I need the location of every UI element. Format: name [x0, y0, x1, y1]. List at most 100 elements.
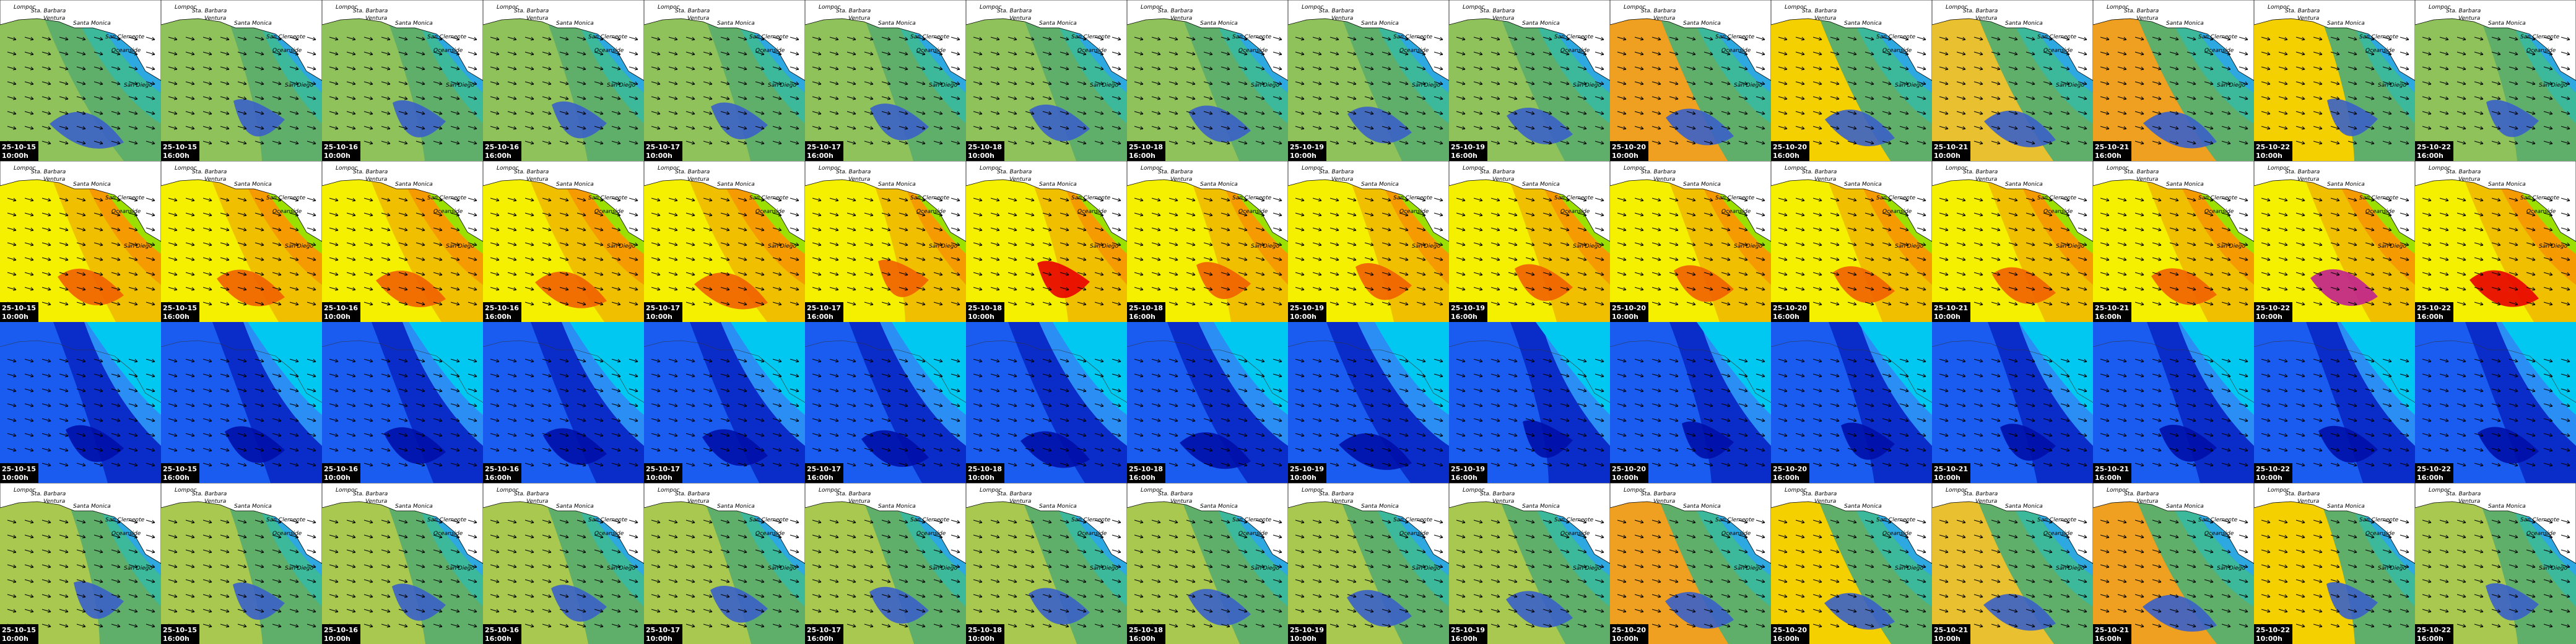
land — [2415, 161, 2576, 242]
place-name: San Diego — [1895, 565, 1923, 572]
place-name: San Clemente — [266, 195, 306, 201]
place-name: Oceanside — [1560, 48, 1590, 54]
time-label-bg — [483, 302, 521, 322]
place-name: Sta. Barbara — [1480, 491, 1515, 497]
place-name: Sta. Barbara — [836, 491, 871, 497]
land — [966, 161, 1127, 242]
date-label: 25-10-20 — [1773, 465, 1807, 473]
coastline — [966, 340, 1127, 403]
place-name: San Diego — [768, 565, 796, 572]
place-name: Lompoc — [1946, 165, 1968, 172]
place-name: Sta. Barbara — [1641, 8, 1676, 14]
time-label-bg — [1449, 463, 1487, 483]
coastline — [805, 340, 966, 403]
place-name: Santa Monica — [1361, 20, 1399, 27]
place-name: Sta. Barbara — [353, 8, 388, 14]
date-label: 25-10-17 — [646, 143, 680, 151]
place-name: Oceanside — [755, 531, 785, 537]
time-label: 10:00h — [2, 313, 28, 321]
place-name: San Diego — [1895, 82, 1923, 89]
date-label: 25-10-20 — [1612, 626, 1646, 634]
land — [2415, 483, 2576, 564]
time-label-bg — [1288, 624, 1326, 644]
time-label-bg — [2254, 302, 2292, 322]
place-name: Sta. Barbara — [675, 8, 710, 14]
coastline — [1610, 340, 1771, 403]
time-label: 10:00h — [1612, 313, 1638, 321]
place-name: San Clemente — [105, 517, 145, 523]
place-name: Santa Monica — [878, 20, 916, 27]
place-name: Sta. Barbara — [1641, 491, 1676, 497]
time-label: 16:00h — [807, 152, 833, 160]
time-label: 16:00h — [485, 635, 511, 643]
time-label: 16:00h — [2095, 635, 2121, 643]
place-name: Lompoc — [1463, 487, 1485, 494]
place-name: Lompoc — [175, 487, 197, 494]
band — [870, 103, 929, 141]
time-label: 16:00h — [2417, 474, 2443, 482]
place-name: San Diego — [446, 243, 474, 250]
place-name: Ventura — [1492, 176, 1514, 183]
place-name: San Clemente — [1071, 517, 1111, 523]
date-label: 25-10-21 — [2095, 143, 2129, 151]
date-label: 25-10-19 — [1290, 626, 1324, 634]
date-label: 25-10-16 — [485, 304, 519, 312]
time-label: 10:00h — [2256, 635, 2282, 643]
place-name: Sta. Barbara — [1963, 169, 1998, 175]
place-name: San Clemente — [427, 517, 467, 523]
band — [2341, 322, 2415, 415]
band — [2159, 425, 2217, 462]
place-name: Ventura — [2297, 498, 2319, 505]
land — [1610, 483, 1771, 564]
place-name: Santa Monica — [1522, 503, 1560, 510]
land — [2254, 161, 2415, 242]
place-name: Santa Monica — [395, 503, 433, 510]
place-name: Santa Monica — [1200, 181, 1238, 188]
place-name: San Diego — [1895, 243, 1923, 250]
land — [1127, 483, 1288, 564]
date-label: 25-10-15 — [163, 626, 197, 634]
place-name: Oceanside — [1238, 209, 1268, 215]
time-label-bg — [966, 463, 1004, 483]
place-name: San Diego — [124, 565, 152, 572]
place-name: Ventura — [1009, 176, 1031, 183]
place-name: Lompoc — [497, 487, 519, 494]
place-name: Lompoc — [497, 4, 519, 11]
land — [1610, 161, 1771, 242]
place-name: Lompoc — [14, 165, 36, 172]
place-name: Oceanside — [433, 209, 463, 215]
place-name: Ventura — [1170, 15, 1192, 22]
place-name: Ventura — [204, 498, 226, 505]
coastline — [1771, 340, 1932, 403]
place-name: Ventura — [1653, 176, 1675, 183]
place-name: Santa Monica — [1844, 20, 1882, 27]
land — [1127, 161, 1288, 242]
band — [869, 586, 929, 624]
place-name: Oceanside — [111, 531, 141, 537]
time-label: 16:00h — [163, 635, 189, 643]
place-name: Lompoc — [980, 487, 1002, 494]
date-label: 25-10-19 — [1451, 626, 1485, 634]
band — [1674, 265, 1734, 302]
time-label: 10:00h — [2, 474, 28, 482]
time-label: 10:00h — [1290, 152, 1316, 160]
place-name: San Diego — [1573, 565, 1601, 572]
time-label-bg — [1610, 463, 1648, 483]
date-label: 25-10-15 — [2, 626, 36, 634]
place-name: San Diego — [929, 243, 957, 250]
place-name: San Clemente — [1876, 517, 1916, 523]
land — [805, 161, 966, 242]
time-label: 10:00h — [1934, 635, 1960, 643]
time-label-bg — [161, 463, 199, 483]
